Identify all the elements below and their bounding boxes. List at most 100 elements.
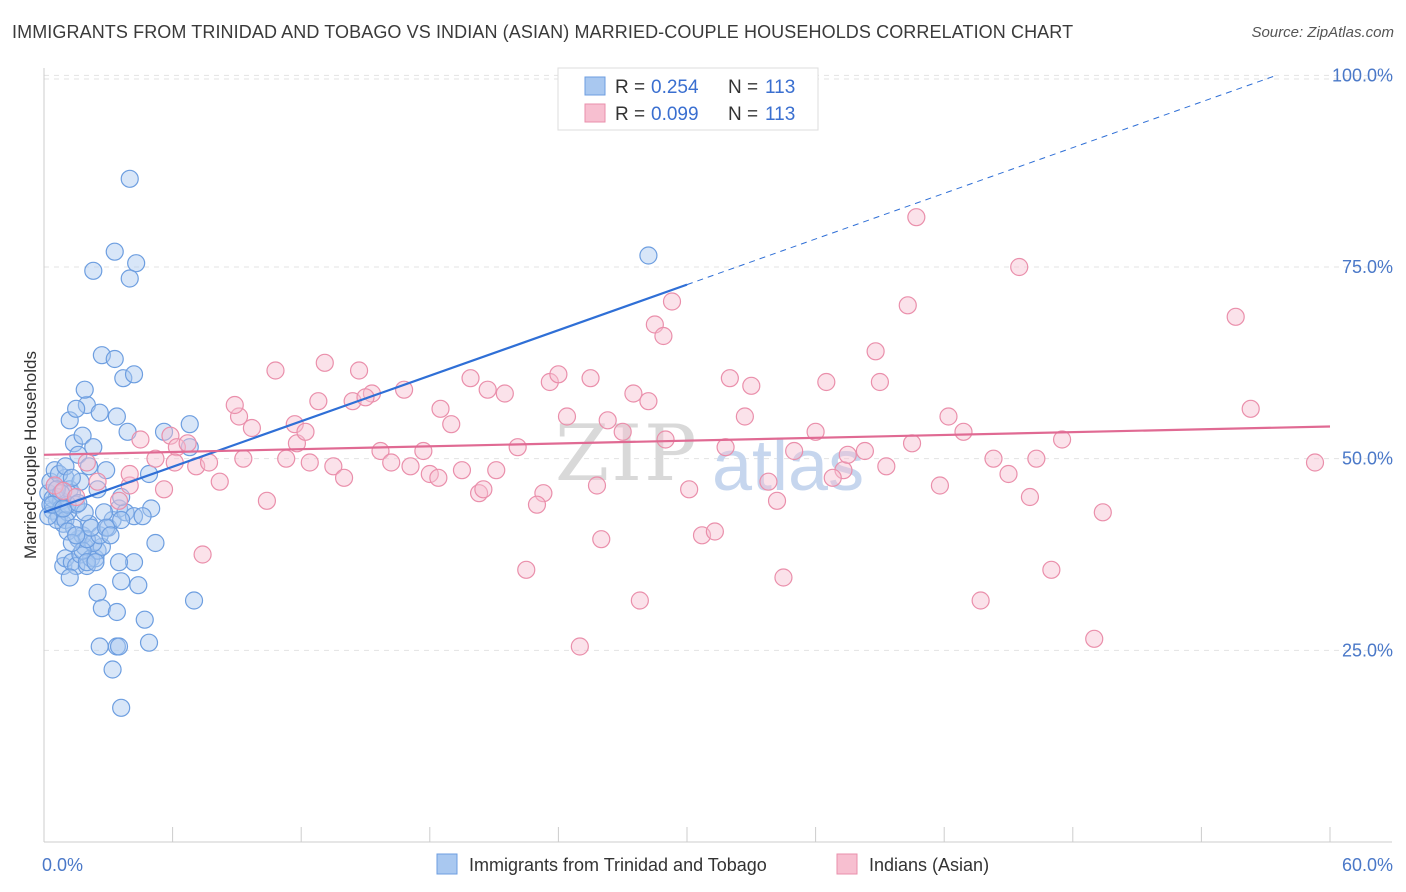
point-indian bbox=[1027, 449, 1046, 468]
trend-lines bbox=[43, 74, 1331, 514]
point-indian bbox=[705, 522, 724, 541]
point-indian bbox=[907, 208, 926, 227]
point-indian bbox=[210, 472, 229, 491]
trend-line-trinidad-extrapolated bbox=[686, 74, 1277, 286]
y-tick-labels: 25.0% 50.0% 75.0% 100.0% bbox=[1332, 65, 1393, 660]
point-trinidad bbox=[107, 602, 126, 622]
point-trinidad bbox=[109, 553, 129, 572]
bottom-legend-swatch-trinidad bbox=[436, 853, 458, 875]
point-trinidad bbox=[67, 556, 86, 576]
point-trinidad bbox=[639, 246, 658, 265]
point-indian bbox=[954, 422, 973, 441]
point-indian bbox=[1093, 503, 1112, 522]
point-indian bbox=[662, 292, 682, 311]
point-trinidad bbox=[67, 399, 86, 418]
point-indian bbox=[742, 376, 761, 395]
point-indian bbox=[549, 365, 568, 384]
point-indian bbox=[680, 480, 699, 499]
point-indian bbox=[1020, 487, 1040, 507]
point-indian bbox=[527, 495, 547, 514]
point-indian bbox=[229, 407, 249, 426]
point-trinidad bbox=[94, 503, 114, 522]
point-indian bbox=[382, 453, 401, 472]
point-trinidad bbox=[103, 660, 122, 679]
point-indian bbox=[587, 476, 607, 495]
point-trinidad bbox=[84, 438, 103, 457]
y-tick-label: 25.0% bbox=[1342, 640, 1393, 660]
legend-n-label: N = bbox=[728, 77, 758, 98]
point-indian bbox=[309, 392, 328, 411]
point-trinidad bbox=[105, 242, 124, 261]
point-indian bbox=[1010, 257, 1029, 277]
point-indian bbox=[334, 468, 354, 487]
point-trinidad bbox=[109, 637, 129, 656]
source-label: Source: ZipAtlas.com bbox=[1251, 24, 1394, 41]
point-indian bbox=[1042, 560, 1061, 579]
point-trinidad bbox=[60, 568, 79, 587]
point-trinidad bbox=[120, 269, 139, 288]
point-indian bbox=[785, 441, 804, 461]
legend-r-label: R = bbox=[615, 77, 645, 98]
point-indian bbox=[414, 441, 433, 461]
x-tick-label: 60.0% bbox=[1342, 855, 1393, 875]
point-indian bbox=[487, 461, 506, 480]
point-indian bbox=[1305, 453, 1325, 472]
point-trinidad bbox=[62, 468, 81, 487]
point-indian bbox=[570, 637, 589, 656]
legend-n-value-trinidad: 113 bbox=[765, 77, 795, 98]
point-indian bbox=[508, 438, 527, 457]
point-indian bbox=[1241, 399, 1260, 418]
point-indian bbox=[902, 434, 922, 453]
point-trinidad bbox=[146, 533, 165, 553]
point-indian bbox=[193, 545, 212, 564]
point-trinidad bbox=[56, 457, 75, 476]
x-tick-label: 0.0% bbox=[42, 855, 83, 875]
point-trinidad bbox=[112, 510, 131, 530]
axes bbox=[43, 68, 1392, 843]
point-indian bbox=[431, 399, 450, 418]
point-trinidad bbox=[84, 261, 103, 280]
point-indian bbox=[315, 353, 334, 372]
point-trinidad bbox=[112, 698, 131, 717]
point-trinidad bbox=[135, 610, 154, 629]
point-indian bbox=[146, 449, 165, 468]
point-indian bbox=[759, 472, 778, 491]
point-indian bbox=[161, 426, 180, 445]
point-indian bbox=[401, 457, 420, 476]
point-indian bbox=[242, 418, 262, 438]
point-indian bbox=[77, 453, 96, 472]
point-trinidad bbox=[92, 599, 111, 618]
point-indian bbox=[598, 411, 617, 430]
point-indian bbox=[592, 530, 611, 549]
point-indian bbox=[109, 491, 129, 510]
point-indian bbox=[452, 461, 472, 480]
point-trinidad bbox=[129, 576, 148, 595]
point-trinidad bbox=[139, 633, 159, 652]
point-indian bbox=[429, 468, 448, 487]
point-trinidad bbox=[124, 365, 144, 384]
point-trinidad bbox=[114, 369, 133, 388]
point-indian bbox=[557, 407, 577, 426]
point-indian bbox=[838, 445, 857, 464]
point-trinidad bbox=[73, 426, 92, 445]
point-indian bbox=[870, 372, 890, 392]
point-trinidad bbox=[58, 522, 77, 541]
point-indian bbox=[478, 380, 497, 399]
point-indian bbox=[654, 326, 673, 346]
bottom-legend-swatch-indian bbox=[836, 853, 858, 875]
point-indian bbox=[855, 441, 874, 461]
legend-swatch-trinidad bbox=[584, 76, 606, 96]
chart-title: IMMIGRANTS FROM TRINIDAD AND TOBAGO VS I… bbox=[12, 22, 1074, 42]
point-indian bbox=[639, 392, 658, 411]
point-trinidad bbox=[90, 637, 109, 656]
point-trinidad bbox=[180, 415, 199, 434]
point-indian bbox=[624, 384, 643, 403]
point-indian bbox=[806, 422, 825, 441]
point-indian bbox=[656, 430, 675, 449]
point-indian bbox=[88, 472, 107, 491]
y-tick-label: 100.0% bbox=[1332, 65, 1393, 85]
point-indian bbox=[716, 438, 735, 457]
point-trinidad bbox=[101, 526, 120, 545]
legend-swatch-indian bbox=[584, 103, 606, 123]
